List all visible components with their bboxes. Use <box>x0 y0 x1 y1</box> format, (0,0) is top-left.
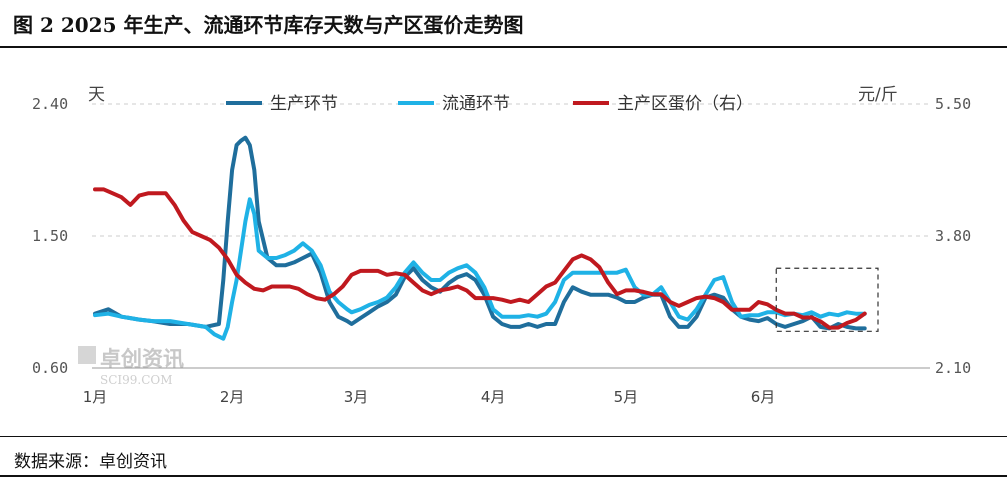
title-bar: 图 2 2025 年生产、流通环节库存天数与产区蛋价走势图 <box>0 0 1007 49</box>
chart-title: 图 2 2025 年生产、流通环节库存天数与产区蛋价走势图 <box>13 13 524 37</box>
left-axis: 天 2.40 1.50 0.60 <box>32 85 105 377</box>
legend-label-price: 主产区蛋价（右） <box>617 94 753 114</box>
watermark: 卓创资讯 SCI99.COM <box>78 346 184 387</box>
right-tick-label: 2.10 <box>935 359 971 377</box>
watermark-sub-text: SCI99.COM <box>100 373 173 387</box>
bottom-rule <box>0 475 1007 477</box>
legend: 生产环节 流通环节 主产区蛋价（右） <box>226 94 753 114</box>
chart-area: 卓创资讯 SCI99.COM 天 2.40 1.50 0.60 元/斤 5.50 3.… <box>32 85 971 406</box>
x-tick-label: 4月 <box>481 388 506 406</box>
legend-label-production: 生产环节 <box>270 94 338 114</box>
right-tick-label: 3.80 <box>935 227 971 245</box>
source-note: 数据来源：卓创资讯 <box>14 452 167 472</box>
x-tick-label: 3月 <box>344 388 369 406</box>
left-tick-label: 2.40 <box>32 95 68 113</box>
x-tick-label: 5月 <box>614 388 639 406</box>
highlight-box <box>775 267 879 332</box>
x-tick-label: 1月 <box>83 388 108 406</box>
left-axis-unit: 天 <box>88 85 105 105</box>
top-rule <box>0 46 1007 48</box>
right-axis-unit: 元/斤 <box>858 85 898 105</box>
x-tick-label: 2月 <box>220 388 245 406</box>
right-axis: 元/斤 5.50 3.80 2.10 <box>858 85 971 377</box>
footer-rule <box>0 436 1007 437</box>
series-line-price <box>93 187 867 330</box>
legend-label-circulation: 流通环节 <box>442 94 510 114</box>
watermark-main-text: 卓创资讯 <box>100 347 184 371</box>
left-tick-label: 1.50 <box>32 227 68 245</box>
right-tick-label: 5.50 <box>935 95 971 113</box>
x-tick-label: 6月 <box>751 388 776 406</box>
watermark-logo-icon <box>78 346 96 364</box>
series-layer <box>93 135 867 341</box>
x-axis: 1月 2月 3月 4月 5月 6月 <box>83 367 930 406</box>
left-tick-label: 0.60 <box>32 359 68 377</box>
